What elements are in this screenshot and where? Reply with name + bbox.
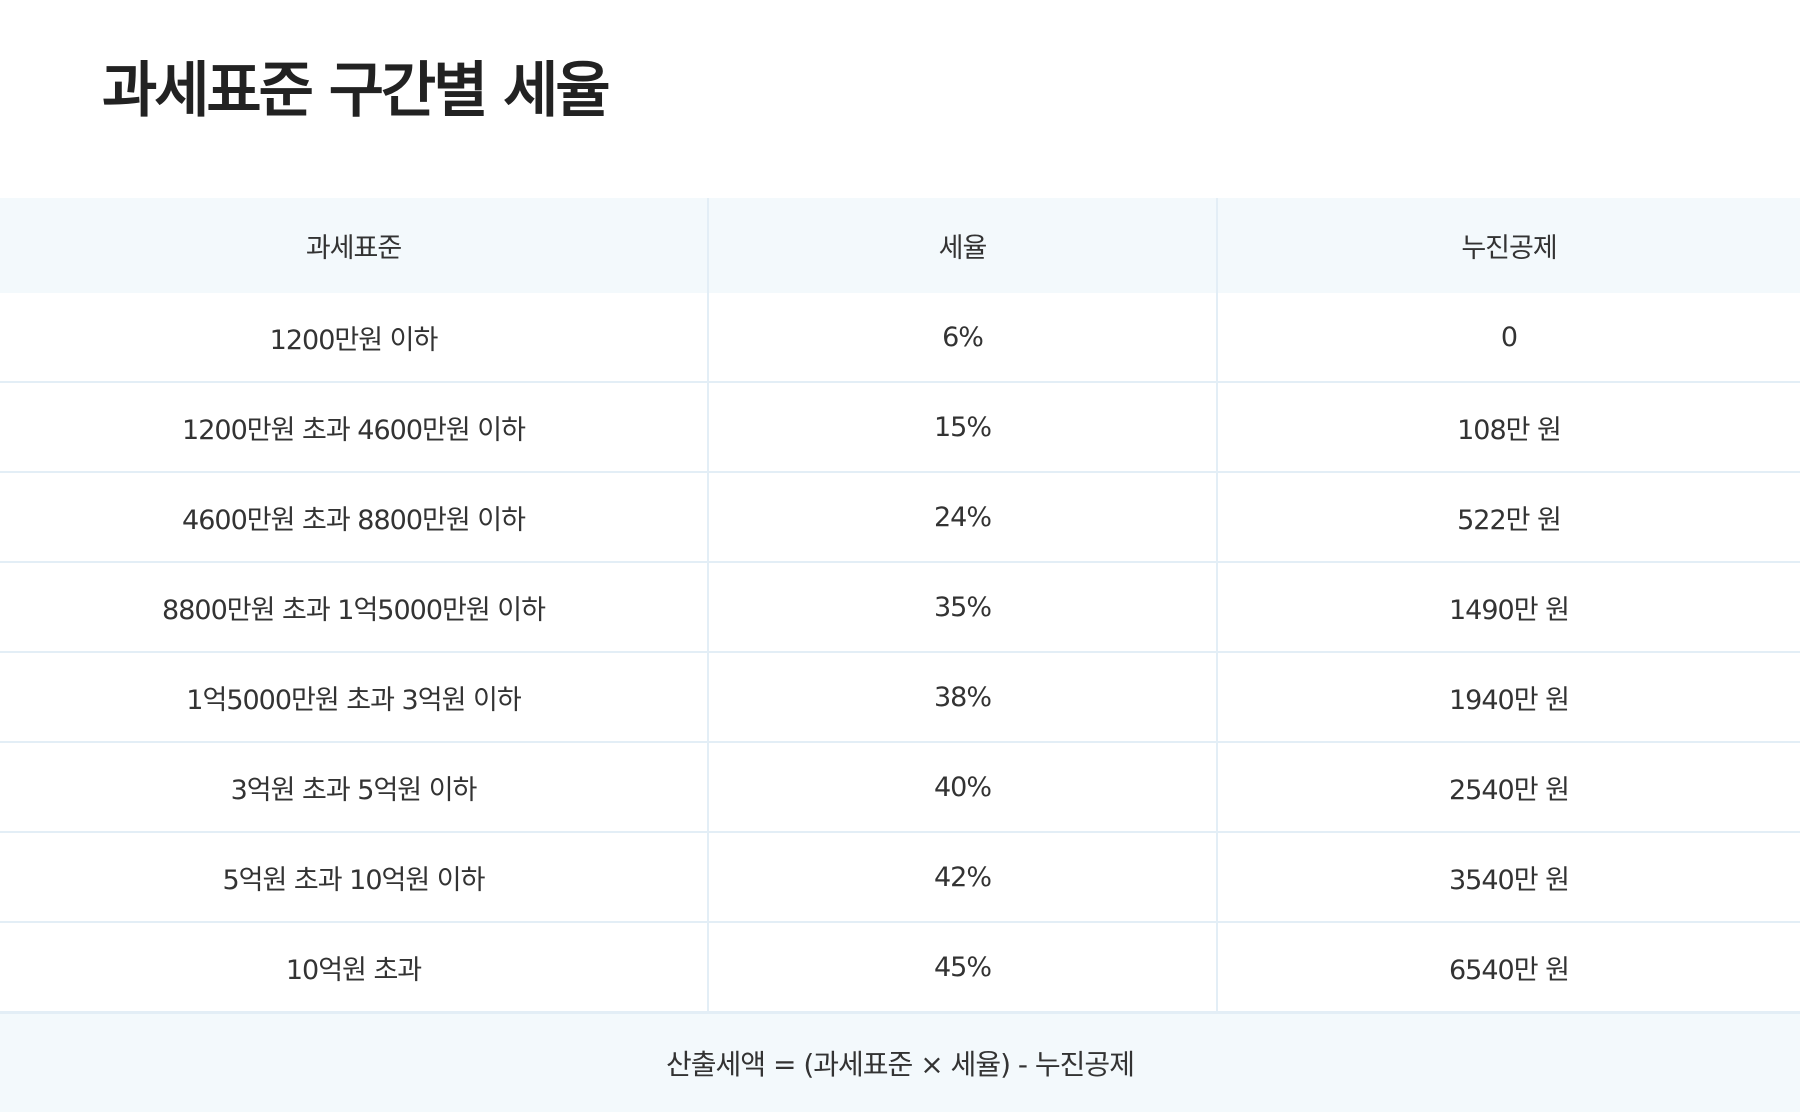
deduction-cell: 522만 원 (1216, 472, 1800, 563)
deduction-cell: 3540만 원 (1216, 832, 1800, 923)
deduction-cell: 0 (1216, 293, 1800, 383)
header-tax-base: 과세표준 (0, 198, 708, 293)
table-row: 1200만원 초과 4600만원 이하 15% 108만 원 (0, 382, 1800, 473)
table-row: 1억5000만원 초과 3억원 이하 38% 1940만 원 (0, 652, 1800, 743)
tax-base-cell: 10억원 초과 (0, 922, 708, 1014)
table-row: 5억원 초과 10억원 이하 42% 3540만 원 (0, 832, 1800, 923)
formula-text: 산출세액 = (과세표준 × 세율) - 누진공제 (666, 1048, 1135, 1081)
deduction-cell: 2540만 원 (1216, 742, 1800, 833)
tax-base-cell: 1200만원 이하 (0, 293, 708, 383)
tax-rate-cell: 35% (707, 562, 1217, 653)
formula-footer: 산출세액 = (과세표준 × 세율) - 누진공제 (0, 1014, 1800, 1112)
table-row: 10억원 초과 45% 6540만 원 (0, 922, 1800, 1014)
tax-base-cell: 1200만원 초과 4600만원 이하 (0, 382, 708, 473)
tax-rate-cell: 6% (707, 293, 1217, 383)
tax-rate-cell: 38% (707, 652, 1217, 743)
tax-base-cell: 8800만원 초과 1억5000만원 이하 (0, 562, 708, 653)
tax-rate-table: 과세표준 세율 누진공제 1200만원 이하 6% 0 1200만원 초과 46… (0, 198, 1800, 1014)
table-header: 과세표준 세율 누진공제 (0, 198, 1800, 293)
header-tax-rate: 세율 (707, 198, 1217, 293)
tax-base-cell: 4600만원 초과 8800만원 이하 (0, 472, 708, 563)
deduction-cell: 1490만 원 (1216, 562, 1800, 653)
table-row: 4600만원 초과 8800만원 이하 24% 522만 원 (0, 472, 1800, 563)
tax-rate-cell: 42% (707, 832, 1217, 923)
table-row: 1200만원 이하 6% 0 (0, 293, 1800, 383)
header-progressive-deduction: 누진공제 (1216, 198, 1800, 293)
tax-rate-cell: 40% (707, 742, 1217, 833)
table-row: 3억원 초과 5억원 이하 40% 2540만 원 (0, 742, 1800, 833)
tax-rate-cell: 15% (707, 382, 1217, 473)
table-body: 1200만원 이하 6% 0 1200만원 초과 4600만원 이하 15% 1… (0, 293, 1800, 1014)
table-header-row: 과세표준 세율 누진공제 (0, 198, 1800, 293)
page-title: 과세표준 구간별 세율 (102, 56, 611, 126)
tax-base-cell: 5억원 초과 10억원 이하 (0, 832, 708, 923)
deduction-cell: 1940만 원 (1216, 652, 1800, 743)
table-row: 8800만원 초과 1억5000만원 이하 35% 1490만 원 (0, 562, 1800, 653)
tax-base-cell: 1억5000만원 초과 3억원 이하 (0, 652, 708, 743)
tax-rate-cell: 24% (707, 472, 1217, 563)
tax-rate-cell: 45% (707, 922, 1217, 1014)
deduction-cell: 6540만 원 (1216, 922, 1800, 1014)
tax-base-cell: 3억원 초과 5억원 이하 (0, 742, 708, 833)
deduction-cell: 108만 원 (1216, 382, 1800, 473)
